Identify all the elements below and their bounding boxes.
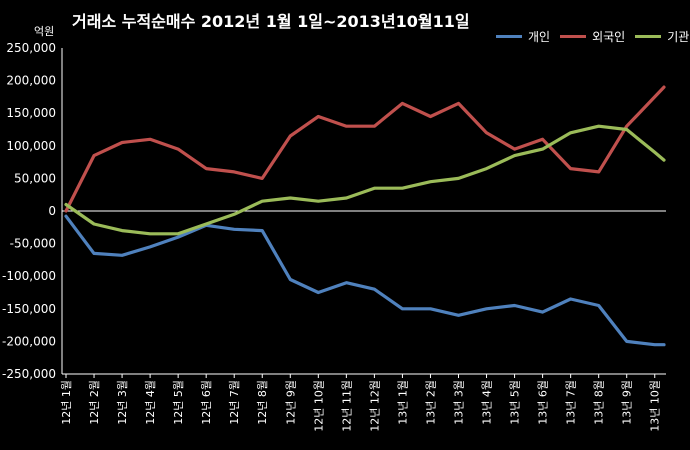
y-tick-label: 50,000	[14, 171, 56, 185]
x-tick-label: 13년 9월	[621, 380, 634, 425]
legend-label-individual: 개인	[528, 29, 551, 44]
x-tick-label: 13년 2월	[424, 380, 437, 425]
x-tick-label: 13년 3월	[452, 380, 465, 425]
x-tick-label: 12년 9월	[284, 380, 297, 425]
x-tick-label: 12년 8월	[256, 380, 269, 425]
x-tick-label: 12년 6월	[200, 380, 213, 425]
y-tick-label: -50,000	[10, 237, 56, 251]
legend-item-foreign: 외국인	[560, 28, 625, 45]
x-tick-label: 12년 1월	[60, 380, 73, 425]
x-tick-label: 13년 6월	[537, 380, 550, 425]
chart-title: 거래소 누적순매수 2012년 1월 1일~2013년10월11일	[72, 12, 470, 31]
y-tick-label: -200,000	[2, 334, 56, 348]
y-tick-label: 250,000	[6, 41, 56, 55]
y-tick-label: -150,000	[2, 302, 56, 316]
x-tick-label: 12년 2월	[88, 380, 101, 425]
y-tick-label: -250,000	[2, 367, 56, 381]
legend-swatch-individual	[496, 34, 522, 38]
legend: 개인 외국인 기관	[496, 26, 689, 46]
x-tick-label: 12년 4월	[144, 380, 157, 425]
legend-swatch-foreign	[560, 34, 587, 38]
x-tick-label: 13년 5월	[509, 380, 522, 425]
legend-item-individual: 개인	[496, 28, 550, 45]
series-line-0	[64, 214, 666, 347]
legend-label-foreign: 외국인	[592, 29, 626, 44]
x-tick-label: 12년 11월	[340, 380, 353, 432]
x-tick-label: 13년 1월	[396, 380, 409, 425]
x-tick-label: 13년 10월	[649, 380, 662, 432]
x-tick-label: 13년 4월	[481, 380, 494, 425]
y-unit-label: 억원	[34, 25, 54, 38]
y-tick-label: 150,000	[6, 106, 56, 120]
legend-label-institution: 기관	[667, 29, 690, 44]
x-tick-label: 12년 10월	[312, 380, 325, 432]
y-tick-label: 0	[48, 204, 56, 218]
y-tick-label: 100,000	[6, 139, 56, 153]
x-tick-label: 12년 3월	[116, 380, 129, 425]
x-tick-label: 12년 7월	[228, 380, 241, 425]
plot-area: -250,000 -200,000 -150,000 -100,000 -50,000 0…	[2, 41, 666, 432]
y-tick-label: -100,000	[2, 269, 56, 283]
x-tick-label: 13년 8월	[593, 380, 606, 425]
x-tick-label: 12년 5월	[172, 380, 185, 425]
x-tick-label: 13년 7월	[565, 380, 578, 425]
y-tick-label: 200,000	[6, 74, 56, 88]
legend-item-institution: 기관	[635, 28, 689, 45]
series-line-2	[64, 124, 666, 236]
legend-swatch-institution	[635, 34, 662, 38]
x-tick-label: 12년 12월	[368, 380, 381, 432]
series-line-1	[64, 85, 666, 213]
